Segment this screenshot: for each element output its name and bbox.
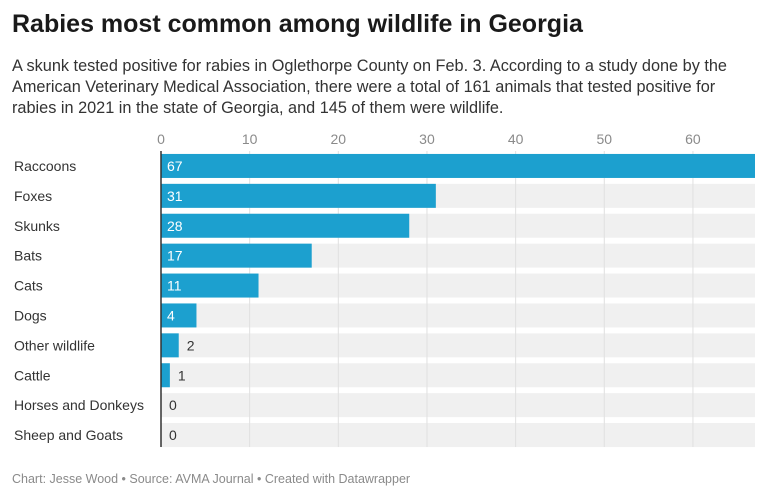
category-label: Foxes [14, 188, 52, 204]
category-label: Bats [14, 248, 42, 264]
category-label: Dogs [14, 307, 47, 323]
category-label: Horses and Donkeys [14, 397, 144, 413]
bar-track [161, 303, 755, 328]
value-label: 0 [169, 397, 177, 413]
category-label: Other wildlife [14, 337, 95, 353]
x-tick-label: 20 [331, 131, 347, 147]
x-tick-label: 60 [685, 131, 701, 147]
value-label: 17 [167, 248, 183, 264]
bar-track [161, 363, 755, 388]
x-tick-label: 40 [508, 131, 524, 147]
bar [161, 273, 259, 298]
bar-track [161, 333, 755, 358]
x-tick-label: 10 [242, 131, 258, 147]
bar [161, 153, 755, 178]
bar-track [161, 423, 755, 448]
value-label: 4 [167, 307, 175, 323]
category-label: Cats [14, 278, 43, 294]
x-tick-label: 0 [157, 131, 165, 147]
category-label: Skunks [14, 218, 60, 234]
x-tick-label: 50 [596, 131, 612, 147]
chart-footer: Chart: Jesse Wood • Source: AVMA Journal… [12, 472, 411, 486]
bar-track [161, 273, 755, 298]
bar [161, 183, 436, 208]
bar [161, 363, 170, 388]
category-label: Cattle [14, 367, 51, 383]
bar [161, 303, 197, 328]
value-label: 2 [187, 337, 195, 353]
category-label: Raccoons [14, 158, 76, 174]
value-label: 0 [169, 427, 177, 443]
value-label: 11 [167, 278, 182, 294]
chart-subtitle: A skunk tested positive for rabies in Og… [12, 57, 727, 117]
value-label: 67 [167, 158, 183, 174]
x-tick-label: 30 [419, 131, 435, 147]
value-label: 28 [167, 218, 183, 234]
category-label: Sheep and Goats [14, 427, 123, 443]
value-label: 1 [178, 367, 186, 383]
value-label: 31 [167, 188, 183, 204]
chart-title: Rabies most common among wildlife in Geo… [12, 10, 583, 38]
bar [161, 333, 179, 358]
bar [161, 243, 312, 268]
bar [161, 213, 410, 238]
bar-track [161, 393, 755, 418]
